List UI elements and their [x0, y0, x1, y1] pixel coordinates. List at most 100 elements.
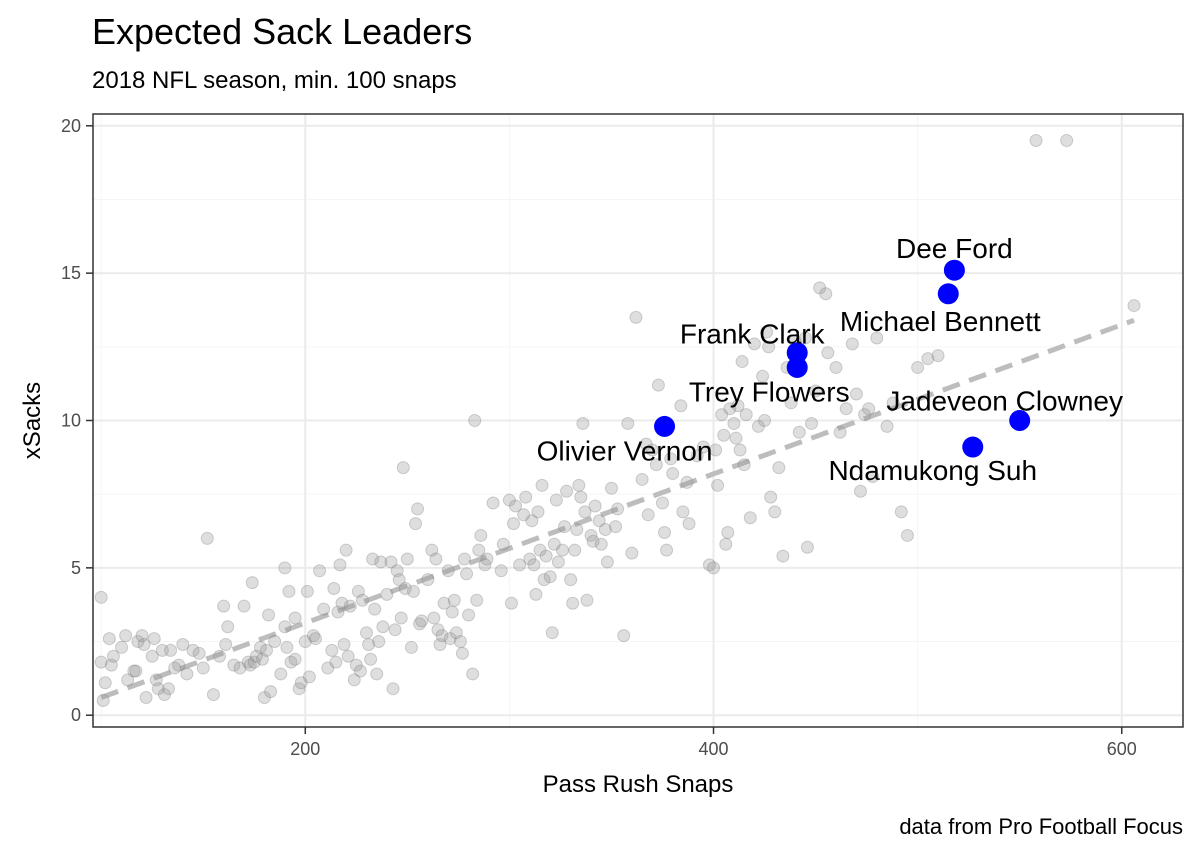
data-point	[629, 310, 643, 324]
trend-line	[100, 317, 1135, 700]
data-point	[533, 543, 547, 557]
data-point	[280, 640, 294, 654]
data-point	[115, 640, 129, 654]
data-point	[764, 490, 778, 504]
data-point	[339, 543, 353, 557]
data-point	[292, 682, 306, 696]
player-label: Michael Bennett	[840, 306, 1041, 337]
data-point	[768, 505, 782, 519]
data-point	[131, 635, 145, 649]
data-point	[351, 584, 365, 598]
data-point	[449, 626, 463, 640]
data-point	[282, 584, 296, 598]
data-point	[1029, 134, 1043, 148]
data-point	[264, 685, 278, 699]
data-point	[594, 537, 608, 551]
data-point	[776, 549, 790, 563]
data-point	[294, 676, 308, 690]
data-point	[162, 682, 176, 696]
data-point	[437, 596, 451, 610]
data-point	[384, 555, 398, 569]
data-point	[886, 396, 900, 410]
data-point	[321, 661, 335, 675]
data-point	[580, 593, 594, 607]
data-point	[545, 626, 559, 640]
data-point	[445, 605, 459, 619]
data-point	[568, 543, 582, 557]
data-point	[145, 649, 159, 663]
data-point	[729, 431, 743, 445]
data-point	[666, 467, 680, 481]
data-point	[911, 360, 925, 374]
data-point	[455, 646, 469, 660]
data-point	[805, 416, 819, 430]
data-point	[331, 605, 345, 619]
data-point	[137, 637, 151, 651]
data-point	[723, 402, 737, 416]
data-point	[655, 496, 669, 510]
data-point	[155, 643, 169, 657]
data-point	[721, 525, 735, 539]
data-point	[176, 637, 190, 651]
data-point	[337, 637, 351, 651]
highlight-point	[654, 415, 676, 437]
data-point	[127, 664, 141, 678]
data-point	[931, 349, 945, 363]
data-point	[758, 414, 772, 427]
data-point	[249, 649, 263, 663]
data-point	[625, 546, 639, 560]
data-point	[845, 337, 859, 351]
data-point	[645, 443, 659, 457]
y-axis-title: xSacks	[19, 382, 46, 459]
data-point	[862, 402, 876, 416]
data-point	[702, 558, 716, 572]
data-point	[262, 608, 276, 622]
data-point	[502, 493, 516, 507]
data-point	[233, 661, 247, 675]
data-point	[413, 617, 427, 631]
data-point	[674, 399, 688, 413]
data-point	[172, 658, 186, 672]
data-point	[539, 549, 553, 563]
data-point	[245, 576, 259, 590]
data-point	[509, 499, 523, 513]
data-point	[288, 611, 302, 625]
data-point	[592, 514, 606, 528]
data-point	[241, 655, 255, 669]
data-point	[457, 552, 471, 566]
data-point	[798, 331, 812, 345]
x-axis-title: Pass Rush Snaps	[543, 771, 734, 798]
data-point	[480, 552, 494, 566]
data-point	[180, 667, 194, 681]
data-point	[839, 402, 853, 416]
data-point	[374, 555, 388, 569]
data-point	[284, 655, 298, 669]
data-point	[257, 691, 271, 705]
data-point	[474, 528, 488, 542]
data-point	[696, 440, 710, 454]
data-point	[139, 691, 153, 705]
data-point	[641, 508, 655, 522]
player-label: Trey Flowers	[689, 376, 850, 407]
data-point	[380, 587, 394, 601]
data-point	[858, 408, 872, 422]
data-point	[119, 629, 133, 643]
data-point	[709, 443, 723, 457]
data-point	[370, 667, 384, 681]
data-point	[513, 558, 527, 572]
data-point	[466, 667, 480, 681]
data-point	[751, 419, 765, 433]
data-point	[400, 552, 414, 566]
data-point	[96, 693, 110, 707]
data-point	[274, 667, 288, 681]
data-point	[360, 626, 374, 640]
data-point	[327, 581, 341, 595]
data-point	[302, 670, 316, 684]
chart-subtitle: 2018 NFL season, min. 100 snaps	[92, 67, 457, 94]
data-point	[472, 543, 486, 557]
data-point	[390, 564, 404, 578]
data-point	[447, 593, 461, 607]
data-point	[1060, 134, 1074, 148]
data-point	[468, 414, 482, 427]
